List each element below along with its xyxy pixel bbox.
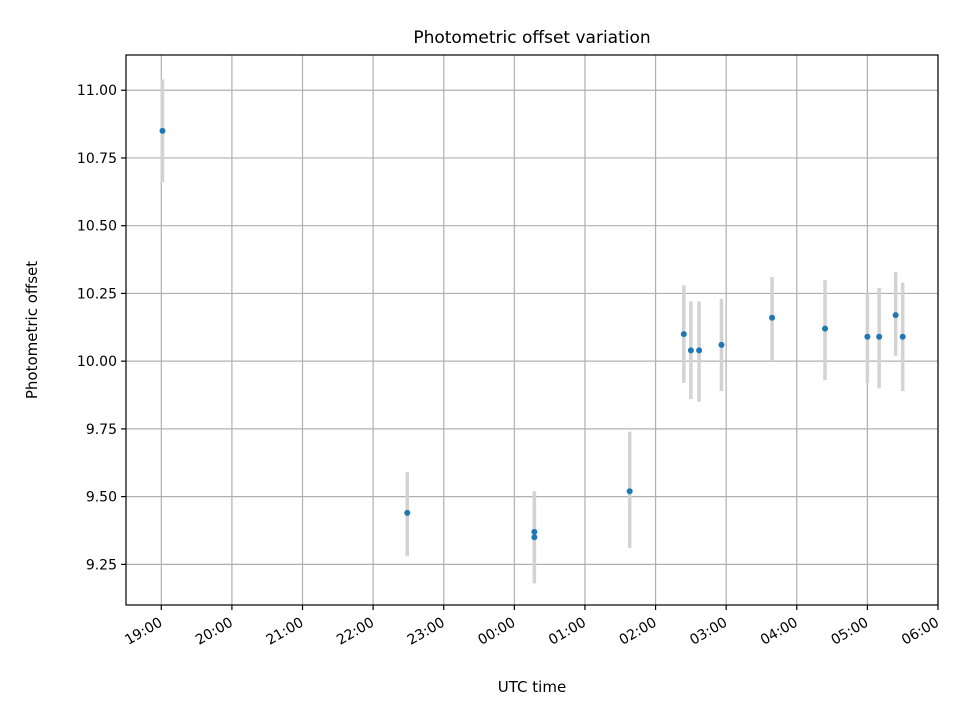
x-tick-label: 23:00 (405, 615, 448, 649)
data-point (892, 312, 899, 319)
data-point (822, 325, 829, 332)
y-tick-label: 9.50 (86, 490, 117, 506)
grid-lines (126, 55, 939, 605)
y-tick-label: 10.75 (77, 151, 117, 167)
x-tick-label: 21:00 (264, 615, 307, 649)
data-point (626, 488, 633, 495)
x-tick-label: 02:00 (617, 615, 660, 649)
data-points (159, 127, 906, 541)
y-tick-label: 9.25 (86, 557, 117, 573)
data-point (687, 347, 694, 354)
data-point (876, 333, 883, 340)
x-tick-label: 01:00 (546, 615, 589, 649)
x-tick-label: 04:00 (758, 615, 801, 649)
y-tick-label: 10.00 (77, 354, 117, 370)
data-point (864, 333, 871, 340)
chart-title: Photometric offset variation (413, 28, 650, 48)
x-tick-label: 19:00 (122, 615, 165, 649)
data-point (696, 347, 703, 354)
data-point (404, 509, 411, 516)
y-axis-ticks: 9.25 9.50 9.75 10.00 10.25 10.50 10.75 11.00 (77, 83, 126, 573)
plot-frame (125, 54, 939, 606)
x-tick-label: 03:00 (687, 615, 730, 649)
x-axis-label: UTC time (498, 678, 566, 696)
data-point (899, 333, 906, 340)
data-point (769, 314, 776, 321)
data-point (531, 534, 538, 541)
y-axis-label: Photometric offset (23, 261, 41, 399)
x-tick-label: 22:00 (334, 615, 377, 649)
x-tick-label: 00:00 (475, 615, 518, 649)
error-bars (160, 79, 905, 584)
x-tick-label: 06:00 (899, 615, 942, 649)
data-point (159, 127, 166, 134)
x-axis-ticks: 19:00 20:00 21:00 22:00 23:00 00:00 01:00 02:00… (122, 605, 942, 649)
y-tick-label: 10.25 (77, 286, 117, 302)
x-tick-label: 20:00 (193, 615, 236, 649)
data-point (680, 331, 687, 338)
data-point (531, 528, 538, 535)
y-tick-label: 11.00 (77, 83, 117, 99)
x-tick-label: 05:00 (828, 615, 871, 649)
y-tick-label: 10.50 (77, 219, 117, 235)
y-tick-label: 9.75 (86, 422, 117, 438)
data-point (718, 341, 725, 348)
